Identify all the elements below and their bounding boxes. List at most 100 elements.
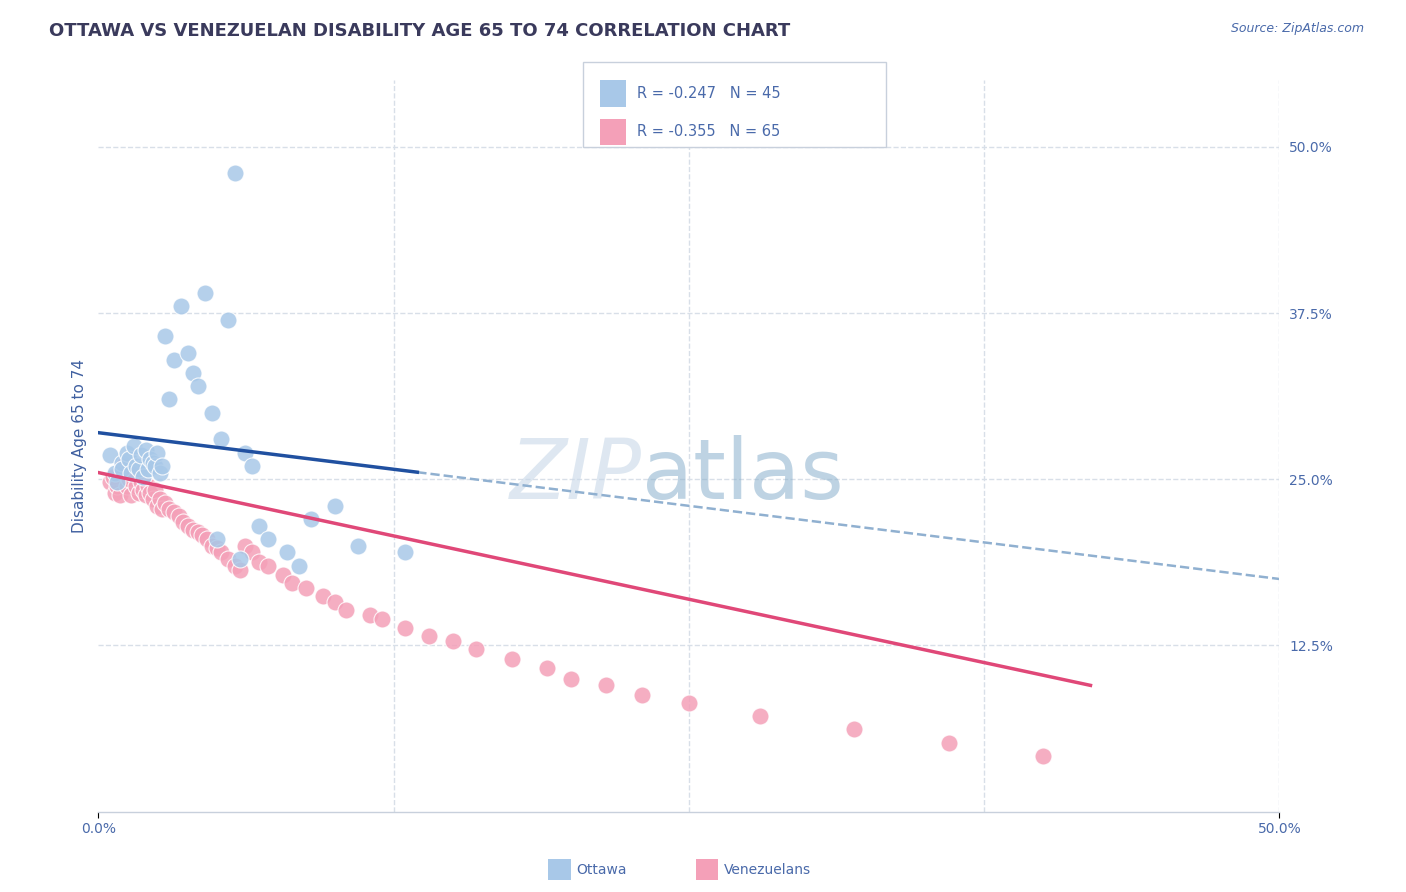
Point	[143, 483, 166, 497]
Point	[139, 485, 162, 500]
Point	[181, 366, 204, 380]
Point	[229, 563, 252, 577]
Point	[128, 461, 150, 475]
Point	[104, 466, 127, 480]
Point	[135, 488, 157, 502]
Point	[118, 452, 141, 467]
Point	[233, 445, 256, 459]
Point	[129, 475, 152, 489]
Text: R = -0.247   N = 45: R = -0.247 N = 45	[637, 87, 780, 102]
Point	[136, 461, 159, 475]
Point	[191, 528, 214, 542]
Point	[323, 594, 346, 608]
Point	[104, 485, 127, 500]
Point	[224, 558, 246, 573]
Point	[128, 485, 150, 500]
Text: ZIP: ZIP	[510, 434, 641, 516]
Point	[142, 492, 165, 507]
Text: Source: ZipAtlas.com: Source: ZipAtlas.com	[1230, 22, 1364, 36]
Point	[177, 346, 200, 360]
Point	[111, 458, 134, 473]
Point	[118, 472, 141, 486]
Point	[157, 392, 180, 407]
Point	[335, 602, 357, 616]
Point	[125, 479, 148, 493]
Point	[177, 518, 200, 533]
Point	[132, 483, 155, 497]
Point	[121, 488, 143, 502]
Point	[271, 568, 294, 582]
Point	[295, 582, 318, 596]
Point	[172, 515, 194, 529]
Point	[129, 448, 152, 462]
Point	[441, 634, 464, 648]
Point	[170, 299, 193, 313]
Point	[938, 735, 960, 749]
Point	[247, 555, 270, 569]
Point	[240, 458, 263, 473]
Point	[146, 445, 169, 459]
Point	[257, 532, 280, 546]
Point	[630, 688, 652, 702]
Point	[108, 488, 131, 502]
Point	[217, 312, 239, 326]
Point	[194, 286, 217, 301]
Point	[187, 379, 209, 393]
Point	[195, 532, 218, 546]
Point	[224, 166, 246, 180]
Point	[105, 475, 128, 489]
Point	[201, 406, 224, 420]
Y-axis label: Disability Age 65 to 74: Disability Age 65 to 74	[72, 359, 87, 533]
Point	[257, 558, 280, 573]
Point	[105, 479, 128, 493]
Point	[233, 539, 256, 553]
Point	[229, 552, 252, 566]
Point	[394, 545, 416, 559]
Point	[323, 499, 346, 513]
Point	[112, 466, 135, 480]
Point	[844, 723, 866, 737]
Text: R = -0.355   N = 65: R = -0.355 N = 65	[637, 124, 780, 139]
Text: Venezuelans: Venezuelans	[724, 863, 811, 877]
Point	[181, 523, 204, 537]
Point	[146, 499, 169, 513]
Point	[201, 539, 224, 553]
Point	[111, 461, 134, 475]
Text: Ottawa: Ottawa	[576, 863, 627, 877]
Point	[359, 607, 381, 622]
Point	[217, 552, 239, 566]
Point	[678, 696, 700, 710]
Point	[465, 642, 488, 657]
Point	[163, 352, 186, 367]
Point	[101, 469, 124, 483]
Point	[1032, 748, 1054, 763]
Point	[111, 456, 134, 470]
Point	[139, 452, 162, 467]
Text: OTTAWA VS VENEZUELAN DISABILITY AGE 65 TO 74 CORRELATION CHART: OTTAWA VS VENEZUELAN DISABILITY AGE 65 T…	[49, 22, 790, 40]
Point	[163, 506, 186, 520]
Point	[394, 621, 416, 635]
Point	[157, 501, 180, 516]
Point	[536, 661, 558, 675]
Point	[98, 475, 121, 489]
Point	[153, 328, 176, 343]
Point	[150, 458, 173, 473]
Point	[149, 492, 172, 507]
Point	[167, 509, 190, 524]
Point	[122, 439, 145, 453]
Point	[560, 672, 582, 686]
Point	[205, 532, 228, 546]
Point	[115, 479, 138, 493]
Point	[418, 629, 440, 643]
Point	[121, 466, 143, 480]
Point	[205, 541, 228, 556]
Point	[281, 576, 304, 591]
Text: atlas: atlas	[641, 434, 844, 516]
Point	[748, 709, 770, 723]
Point	[276, 545, 298, 559]
Point	[150, 501, 173, 516]
Point	[240, 545, 263, 559]
Point	[288, 558, 311, 573]
Point	[501, 652, 523, 666]
Point	[153, 496, 176, 510]
